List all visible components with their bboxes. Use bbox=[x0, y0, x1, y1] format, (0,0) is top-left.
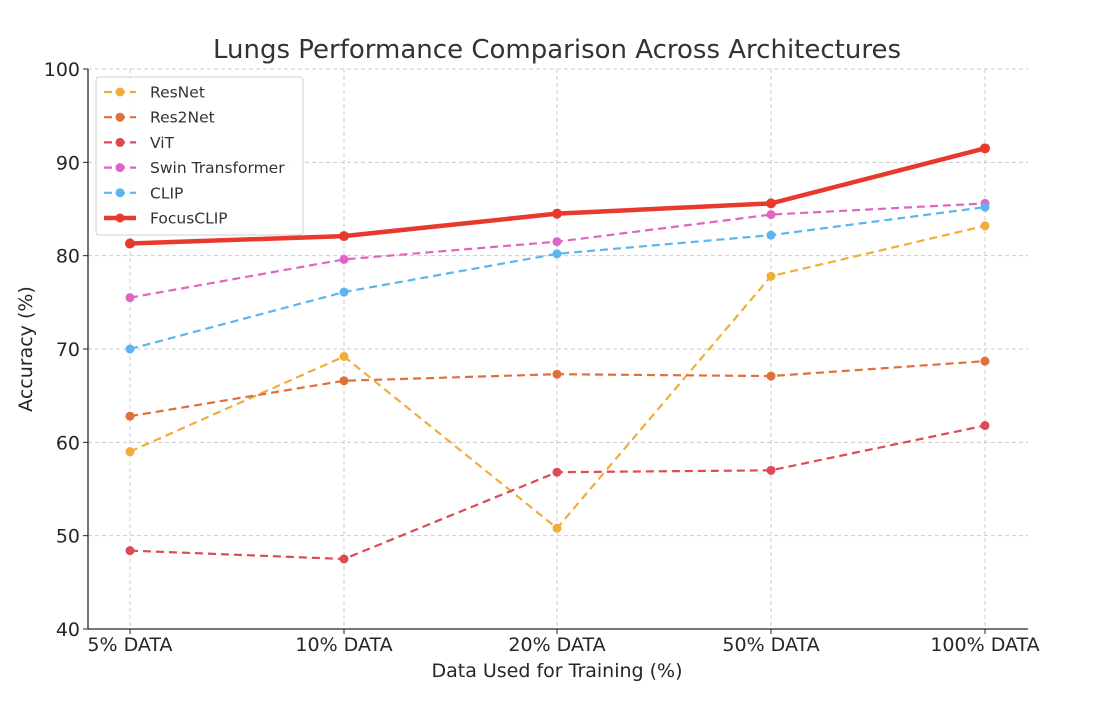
legend-box bbox=[95, 76, 304, 236]
legend-label: Res2Net bbox=[150, 109, 215, 127]
data-point bbox=[980, 202, 990, 212]
data-point bbox=[339, 287, 349, 297]
x-tick-label: 10% DATA bbox=[295, 634, 392, 656]
x-tick-label: 50% DATA bbox=[722, 634, 819, 656]
legend-label: ViT bbox=[150, 134, 175, 152]
data-point bbox=[552, 523, 562, 533]
series-clip bbox=[125, 202, 990, 354]
data-point bbox=[125, 411, 135, 421]
legend-label: FocusCLIP bbox=[150, 210, 228, 228]
data-point bbox=[125, 238, 135, 249]
legend: ResNet Res2Net ViT Swin Transformer CLIP Focu… bbox=[95, 76, 304, 236]
y-tick-label: 100 bbox=[44, 59, 80, 81]
y-tick-label: 40 bbox=[56, 619, 80, 641]
series-res2net bbox=[125, 356, 990, 421]
x-tick-label: 5% DATA bbox=[87, 634, 172, 656]
data-point bbox=[339, 254, 349, 264]
data-point bbox=[766, 371, 776, 381]
series-resnet bbox=[125, 221, 990, 533]
data-point bbox=[552, 249, 562, 259]
data-point bbox=[766, 210, 776, 220]
y-tick-label: 60 bbox=[56, 432, 80, 454]
ticks: 40 50 60 70 80 90 100 5% DATA 10% DATA 20% DATA 50… bbox=[44, 59, 1040, 656]
y-tick-label: 70 bbox=[56, 339, 80, 361]
series-focusclip bbox=[125, 143, 990, 249]
data-point bbox=[552, 237, 562, 247]
legend-marker bbox=[115, 188, 125, 198]
series-line bbox=[129, 206, 986, 351]
x-tick-label: 20% DATA bbox=[508, 634, 605, 656]
data-point bbox=[339, 351, 349, 361]
x-axis-label: Data Used for Training (%) bbox=[431, 660, 682, 682]
data-point bbox=[980, 421, 990, 431]
legend-label: CLIP bbox=[150, 184, 183, 202]
y-tick-label: 80 bbox=[56, 246, 80, 268]
data-point bbox=[339, 554, 349, 564]
data-point bbox=[766, 271, 776, 281]
data-point bbox=[766, 230, 776, 240]
legend-marker bbox=[115, 87, 125, 97]
y-tick-label: 50 bbox=[56, 526, 80, 548]
x-tick-label: 100% DATA bbox=[930, 634, 1039, 656]
data-point bbox=[980, 356, 990, 366]
data-point bbox=[766, 198, 776, 209]
data-point bbox=[125, 447, 135, 457]
legend-marker bbox=[115, 137, 125, 147]
y-axis-label: Accuracy (%) bbox=[15, 286, 37, 412]
data-point bbox=[552, 467, 562, 477]
data-point bbox=[552, 369, 562, 379]
chart-title: Lungs Performance Comparison Across Arch… bbox=[213, 35, 901, 65]
legend-marker bbox=[115, 163, 125, 173]
legend-label: ResNet bbox=[150, 84, 205, 102]
data-point bbox=[125, 546, 135, 556]
data-point bbox=[125, 344, 135, 354]
series-layer bbox=[125, 143, 990, 564]
series-vit bbox=[125, 421, 990, 564]
data-point bbox=[125, 293, 135, 303]
data-point bbox=[339, 231, 349, 242]
y-tick-label: 90 bbox=[56, 152, 80, 174]
data-point bbox=[339, 376, 349, 386]
legend-label: Swin Transformer bbox=[150, 159, 285, 177]
legend-marker bbox=[115, 112, 125, 122]
data-point bbox=[552, 208, 562, 219]
data-point bbox=[766, 465, 776, 475]
legend-marker bbox=[115, 213, 125, 223]
data-point bbox=[980, 221, 990, 231]
data-point bbox=[980, 143, 990, 154]
